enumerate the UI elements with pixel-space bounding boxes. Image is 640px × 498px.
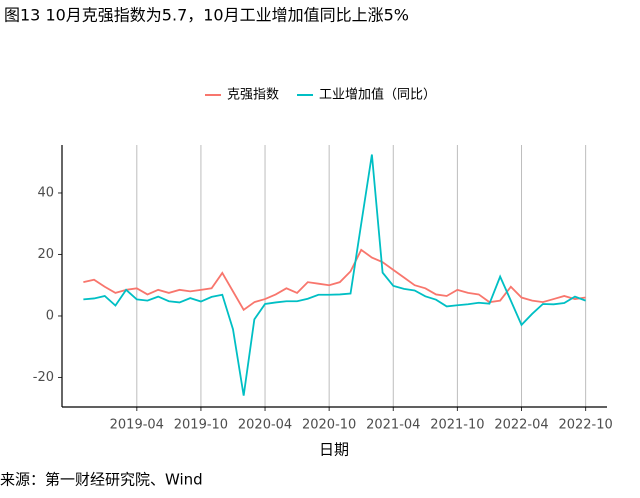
x-tick-label: 2020-04 [238, 418, 292, 433]
legend-label: 工业增加值（同比） [319, 87, 436, 103]
legend-label: 克强指数 [227, 88, 279, 103]
y-tick-label: 20 [37, 247, 54, 262]
y-tick-label: -20 [33, 370, 54, 385]
x-tick-label: 2022-10 [558, 418, 612, 433]
source: 来源：第一财经研究院、Wind [0, 471, 203, 489]
chart-title: 图13 10月克强指数为5.7，10月工业增加值同比上涨5% [4, 6, 409, 25]
x-tick-label: 2020-10 [302, 418, 356, 433]
x-tick-label: 2019-10 [174, 418, 228, 433]
x-tick-label: 2022-04 [494, 418, 548, 433]
x-tick-label: 2019-04 [110, 418, 164, 433]
y-tick-label: 0 [46, 308, 54, 323]
x-tick-label: 2021-04 [366, 418, 420, 433]
x-axis-label: 日期 [319, 441, 349, 459]
series-line [83, 248, 586, 312]
series-line [83, 154, 586, 396]
y-tick-label: 40 [37, 185, 54, 200]
x-tick-label: 2021-10 [430, 418, 484, 433]
